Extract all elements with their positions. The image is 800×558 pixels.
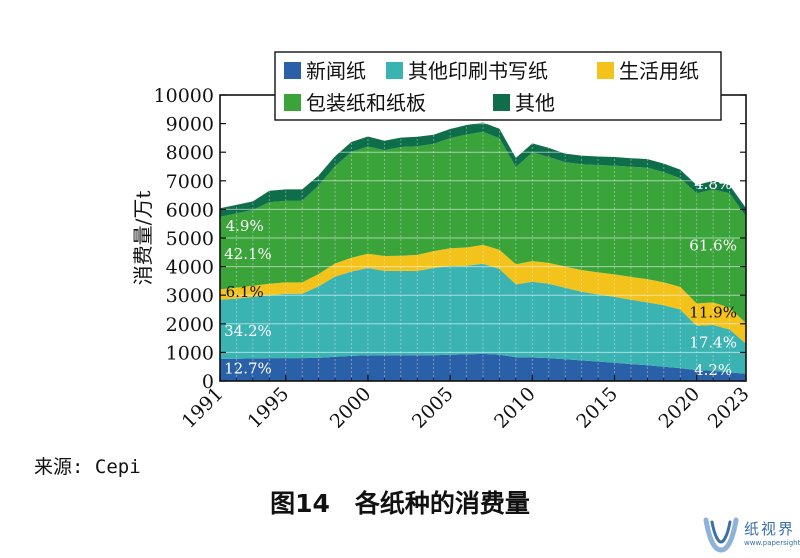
- annotation-6: 4.8%: [694, 175, 732, 193]
- area-series-4: [220, 131, 746, 324]
- x-tick-label-6: 2020: [654, 383, 704, 433]
- chart: 4.9% 42.1% 6.1% 34.2% 12.7% 4.8% 61.6% 11.9% 17.…: [131, 51, 754, 433]
- y-tick-label-5: 5000: [166, 228, 214, 250]
- legend-swatch-5: [493, 94, 510, 111]
- areas: [219, 94, 747, 382]
- area-series-2: [220, 263, 746, 374]
- annotation-9: 17.4%: [689, 334, 737, 352]
- figure-caption: 图14 各纸种的消费量: [270, 489, 530, 518]
- area-series-1: [220, 353, 746, 381]
- watermark-subtext: www.papersight.net: [744, 539, 800, 547]
- percentage-annotations: 4.9% 42.1% 6.1% 34.2% 12.7% 4.8% 61.6% 11.9% 17.…: [224, 175, 737, 379]
- watermark-text: 纸视界: [744, 520, 796, 538]
- legend-label-3: 生活用纸: [619, 59, 699, 83]
- y-tick-label-8: 8000: [166, 142, 214, 164]
- y-tick-label-7: 7000: [166, 171, 214, 193]
- legend-box: [274, 51, 722, 121]
- y-tick-label-10: 10000: [154, 85, 214, 107]
- area-series-3: [220, 244, 746, 344]
- legend-swatch-1: [284, 62, 301, 79]
- annotation-7: 61.6%: [689, 237, 737, 255]
- x-tick-label-7: 2023: [704, 383, 754, 433]
- stacked-area-chart: 4.9% 42.1% 6.1% 34.2% 12.7% 4.8% 61.6% 11.9% 17.…: [131, 51, 754, 433]
- area-series-5: [220, 122, 746, 217]
- annotation-4: 34.2%: [224, 322, 272, 340]
- watermark-logo: 纸视界 www.papersight.net: [700, 514, 800, 554]
- annotation-8: 11.9%: [689, 304, 737, 322]
- y-tick-label-9: 9000: [166, 114, 214, 136]
- annotation-2: 42.1%: [224, 245, 272, 263]
- x-tick-label-2: 2000: [326, 383, 376, 433]
- legend-label-2: 其他印刷书写纸: [408, 59, 548, 83]
- y-tick-label-0: 0: [202, 371, 214, 393]
- y-tick-label-4: 4000: [166, 257, 214, 279]
- y-tick-label-3: 3000: [166, 285, 214, 307]
- legend-label-1: 新闻纸: [306, 59, 366, 83]
- legend-swatch-2: [386, 62, 403, 79]
- annotation-10: 4.2%: [694, 361, 732, 379]
- annotation-1: 4.9%: [226, 217, 264, 235]
- x-tick-label-1: 1995: [244, 383, 294, 433]
- annotation-3: 6.1%: [226, 283, 264, 301]
- legend-swatch-3: [597, 62, 614, 79]
- legend-label-5: 其他: [515, 91, 555, 115]
- annotation-5: 12.7%: [224, 360, 272, 378]
- y-tick-label-1: 1000: [166, 342, 214, 364]
- source-note: 来源: Cepi: [34, 456, 141, 478]
- x-tick-label-5: 2015: [572, 383, 622, 433]
- y-tick-label-6: 6000: [166, 199, 214, 221]
- y-tick-label-2: 2000: [166, 314, 214, 336]
- watermark-icon: [703, 517, 739, 553]
- x-tick-label-3: 2005: [408, 383, 458, 433]
- x-tick-label-4: 2010: [490, 383, 540, 433]
- y-axis-label: 消费量/万t: [131, 191, 155, 286]
- legend-label-4: 包装纸和纸板: [306, 91, 426, 115]
- legend-swatch-4: [284, 94, 301, 111]
